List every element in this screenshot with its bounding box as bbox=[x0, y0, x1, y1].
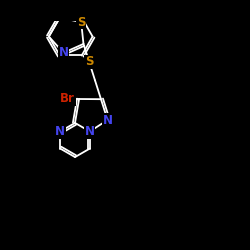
Text: S: S bbox=[85, 55, 93, 68]
Text: N: N bbox=[58, 46, 68, 59]
Text: N: N bbox=[102, 114, 113, 126]
Text: N: N bbox=[55, 125, 65, 138]
Text: S: S bbox=[77, 16, 86, 29]
Text: Br: Br bbox=[60, 92, 75, 106]
Text: N: N bbox=[85, 125, 95, 138]
